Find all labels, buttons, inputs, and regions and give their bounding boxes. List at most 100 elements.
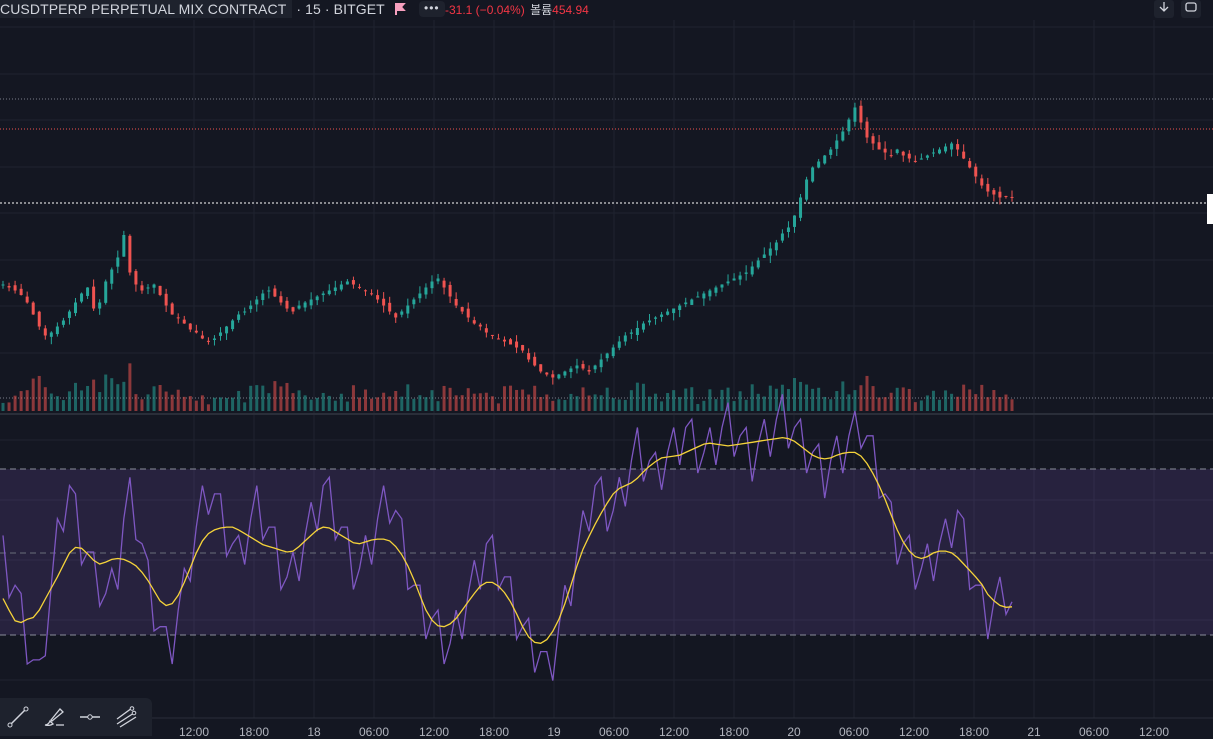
candle-body: [986, 183, 990, 192]
symbol-name[interactable]: CUSDTPERP PERPETUAL MIX CONTRACT: [0, 0, 293, 18]
volume-bar: [110, 378, 114, 411]
volume-bar: [61, 400, 65, 411]
candle-body: [647, 320, 651, 323]
candle-body: [454, 298, 458, 306]
candle-body: [956, 144, 960, 150]
volume-bar: [720, 389, 724, 411]
volume-bar: [394, 391, 398, 411]
scroll-down-button[interactable]: [1154, 0, 1174, 18]
candle-body: [388, 302, 392, 312]
volume-bar: [158, 385, 162, 411]
candles: [1, 100, 1014, 385]
trend-line-tool[interactable]: [0, 700, 36, 734]
volume-bar: [231, 397, 235, 411]
candle-body: [460, 307, 464, 312]
volume-bar: [611, 398, 615, 411]
candle-body: [418, 293, 422, 299]
pitchfork-tool[interactable]: [108, 700, 144, 734]
candle-body: [738, 275, 742, 280]
candle-body: [684, 302, 688, 305]
candle-body: [786, 227, 790, 232]
candle-body: [611, 347, 615, 357]
candle-body: [231, 320, 235, 330]
volume-bar: [678, 397, 682, 411]
candle-body: [1010, 196, 1014, 198]
volume-bar: [388, 396, 392, 411]
volume-bar: [907, 388, 911, 411]
volume-bar: [412, 398, 416, 411]
candle-body: [285, 300, 289, 309]
volume-bar: [424, 397, 428, 411]
volume-bar: [569, 393, 573, 411]
x-tick-label: 12:00: [898, 725, 930, 739]
candle-body: [19, 288, 23, 295]
volume-bar: [170, 394, 174, 411]
volume-bar: [146, 394, 150, 411]
candle-body: [225, 326, 229, 334]
candle-body: [877, 142, 881, 150]
volume-bar: [134, 394, 138, 411]
volume-bar: [666, 392, 670, 411]
candle-body: [206, 340, 210, 342]
candle-body: [925, 155, 929, 158]
candle-body: [871, 136, 875, 144]
candle-body: [484, 328, 488, 333]
candle-body: [660, 314, 664, 317]
candle-body: [605, 353, 609, 359]
fullscreen-button[interactable]: [1181, 0, 1201, 18]
candle-body: [67, 311, 71, 318]
candle-body: [345, 281, 349, 285]
candle-body: [110, 269, 114, 284]
x-tick-label: 21: [1027, 725, 1041, 739]
candle-body: [13, 285, 17, 291]
volume-bar: [913, 402, 917, 411]
volume-bar: [466, 388, 470, 411]
candle-body: [182, 319, 186, 324]
candle-body: [823, 155, 827, 164]
horizontal-ray-tool[interactable]: [72, 700, 108, 734]
volume-bar: [140, 399, 144, 411]
brush-tool[interactable]: [36, 700, 72, 734]
volume-bar: [871, 386, 875, 411]
volume-bar: [297, 390, 301, 411]
candle-body: [756, 260, 760, 268]
volume-bar: [738, 391, 742, 411]
candle-body: [557, 374, 561, 379]
candle-body: [194, 330, 198, 333]
candle-body: [545, 372, 549, 375]
volume-bar: [237, 390, 241, 411]
candle-body: [865, 121, 869, 138]
interval-label[interactable]: 15: [305, 1, 321, 17]
volume-bar: [200, 395, 204, 411]
volume-bar: [43, 387, 47, 411]
candle-body: [31, 302, 35, 315]
candle-body: [255, 299, 259, 305]
candle-body: [448, 284, 452, 297]
volume-bar: [188, 396, 192, 411]
volume-bar: [672, 390, 676, 411]
candle-body: [696, 296, 700, 298]
candle-body: [551, 374, 555, 378]
candle-body: [333, 287, 337, 291]
volume-bar: [490, 396, 494, 411]
more-options-button[interactable]: •••: [418, 1, 445, 17]
candle-body: [309, 299, 313, 306]
candle-body: [74, 302, 78, 314]
candle-body: [937, 149, 941, 154]
volume-bar: [744, 399, 748, 411]
volume-bar: [799, 381, 803, 411]
volume-bar: [418, 395, 422, 411]
volume-bar: [212, 397, 216, 411]
volume-bar: [370, 398, 374, 411]
x-tick-label: 18:00: [958, 725, 990, 739]
candle-body: [563, 371, 567, 376]
arrow-down-icon: [1159, 2, 1169, 12]
flag-icon[interactable]: [394, 3, 407, 15]
volume-bar: [1004, 394, 1008, 411]
volume-bar: [122, 381, 126, 411]
volume-bar: [442, 385, 446, 411]
candle-body: [37, 311, 41, 327]
volume-bar: [641, 383, 645, 411]
candle-body: [1004, 195, 1008, 197]
